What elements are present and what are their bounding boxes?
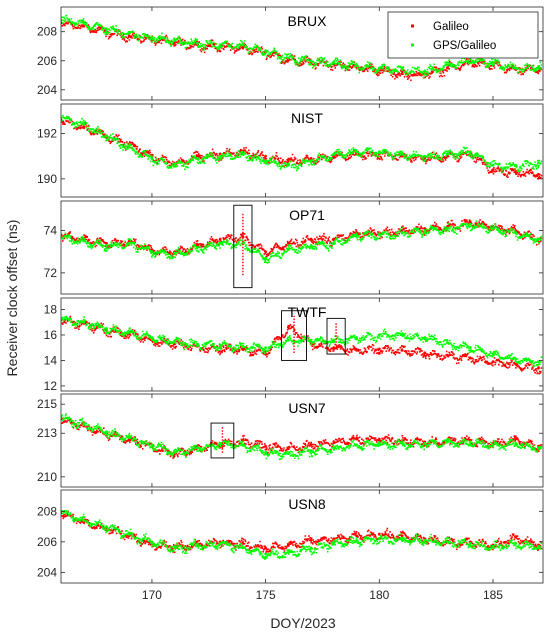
data-point [423,154,427,158]
data-point [423,69,427,73]
y-axis-label: Receiver clock offset (ns) [4,220,20,377]
series-dots [61,315,543,368]
data-point [264,256,268,260]
annotation-box [210,422,235,459]
data-point [446,63,449,67]
x-tick-label: 180 [369,588,389,602]
series-dots [61,413,543,461]
annotation-box [233,204,253,289]
data-point [105,241,108,245]
series-layer [61,14,543,82]
data-point [105,243,108,247]
panel-usn8: USN8 204 206 208 170 175 180 185 [37,489,544,602]
x-tick-label: 170 [142,588,162,602]
panel-op71: OP71 72 74 [44,200,544,295]
data-point [264,159,268,163]
y-tick-label: 208 [37,504,57,518]
x-tick-label: 175 [256,588,276,602]
panel-frame [60,489,544,584]
panel-title: USN7 [288,400,326,416]
data-point [105,27,108,31]
y-tick-label: 204 [37,565,57,579]
plot-area [61,490,543,583]
y-tick-label: 12 [44,379,58,393]
data-point [446,224,449,228]
panel-frame [60,393,544,488]
panel-frame [60,297,544,392]
series-layer [61,218,543,264]
panel-title: TWTF [288,304,327,320]
series-dots [61,417,543,459]
annotation-box [326,317,346,355]
series-gps-galileo [61,413,543,461]
plot-area [61,298,543,391]
series-layer [61,114,543,180]
data-point [468,346,472,350]
y-tick-label: 18 [44,302,58,316]
y-tick-label: 192 [37,126,57,140]
series-gps-galileo [61,315,543,368]
x-tick-label: 185 [483,588,503,602]
series-layer [61,509,543,560]
legend-marker [411,43,414,47]
series-dots [61,510,543,554]
series-layer [61,315,543,375]
y-tick-label: 204 [37,83,57,97]
series-dots [61,509,543,560]
data-point [105,525,108,528]
y-tick-label: 16 [44,328,58,342]
data-point [309,449,313,453]
y-tick-label: 215 [37,397,57,411]
y-tick-label: 208 [37,25,57,39]
panel-frame [60,200,544,295]
panels-group: BRUX 204 206 208 NIST 190 192 OP71 72 74 TWTF 12 14 1… [37,6,544,602]
data-point [127,145,131,149]
panel-frame [60,103,544,198]
series-layer [61,413,543,461]
y-tick-label: 74 [44,224,58,238]
data-point [218,237,222,241]
data-point [423,538,427,542]
data-point [264,346,268,350]
series-gps-galileo [61,509,543,560]
y-tick-label: 210 [37,470,57,484]
data-point [468,541,472,545]
panel-title: OP71 [289,207,325,223]
legend-marker [411,24,414,28]
x-axis-label: DOY/2023 [270,615,336,631]
legend-label: Galileo [433,21,469,33]
series-dots [61,220,543,264]
y-tick-label: 206 [37,54,57,68]
y-tick-label: 14 [44,353,58,367]
data-point [218,152,222,156]
series-gps-galileo [61,114,543,173]
legend: Galileo GPS/Galileo [387,11,539,59]
y-tick-label: 190 [37,172,57,186]
series-dots [61,218,543,258]
data-point [491,60,495,64]
panel-title: USN8 [288,496,326,512]
panel-usn7: USN7 210 213 215 [37,393,544,488]
y-tick-label: 213 [37,426,57,440]
panel-twtf: TWTF 12 14 16 18 [44,297,544,393]
panel-title: BRUX [288,13,328,29]
panel-frame [60,6,544,101]
y-tick-label: 206 [37,535,57,549]
legend-label: GPS/Galileo [433,40,496,52]
legend-box [387,11,539,59]
annotation-box [281,310,307,361]
data-point [264,552,268,556]
series-gps-galileo [61,220,543,264]
series-dots [61,114,543,173]
panel-nist: NIST 190 192 [37,103,544,198]
y-tick-label: 72 [44,266,58,280]
series-dots [61,116,543,180]
panel-title: NIST [291,110,323,126]
